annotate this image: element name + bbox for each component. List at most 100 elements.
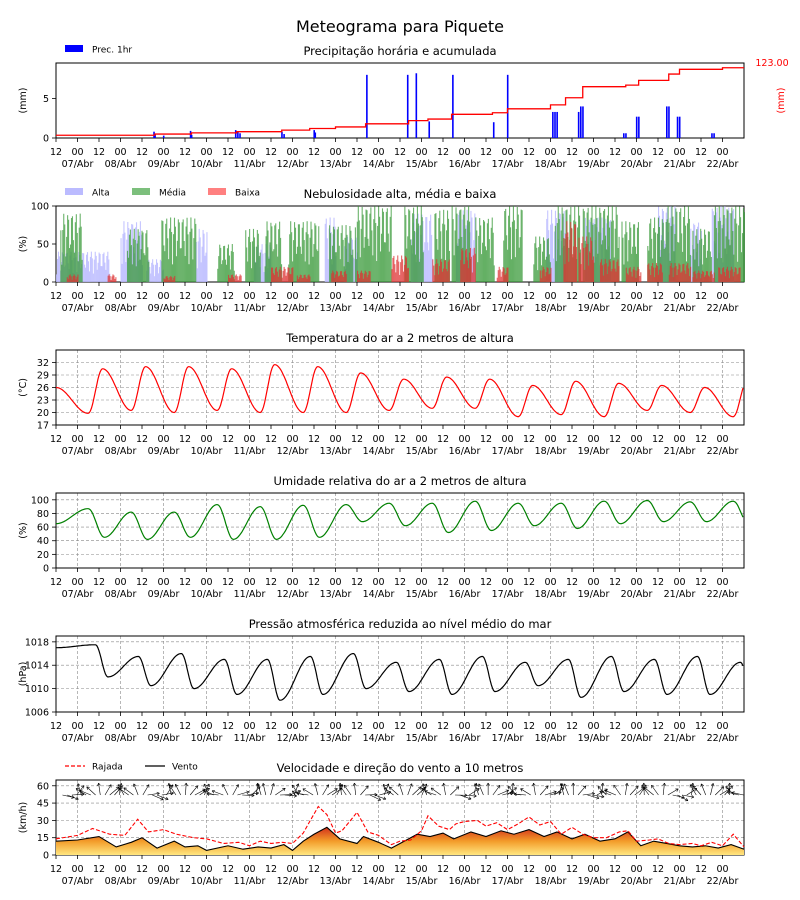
wind-arrow-head [203,783,207,788]
cloud-bar-baixa [572,254,574,282]
precip-bar [283,134,285,138]
cloud-bar-média [229,269,231,282]
x-hour-label: 00 [630,864,642,875]
cloud-bar-baixa [686,265,688,282]
cloud-bar-média [592,224,594,282]
x-hour-label: 00 [630,577,642,588]
wind-area [56,827,744,855]
cloud-bar-média [254,262,256,282]
cloud-bar-baixa [234,275,236,282]
wind-direction-arrow [651,785,659,796]
cloud-bar-média [264,266,266,282]
cloud-bar-média [245,230,247,282]
y-axis-label: (%) [18,522,29,538]
wind-direction-arrow [206,793,219,796]
cloud-bar-média [387,233,389,282]
cloud-bar-média [252,228,255,282]
x-hour-label: 00 [71,721,83,732]
cloud-bar-baixa [503,268,505,282]
cloud-bar-baixa [395,272,397,282]
cloud-bar-baixa [707,275,709,282]
wind-direction-arrow [714,786,724,796]
cloud-bar-baixa [647,264,649,282]
wind-arrow-head [334,788,338,792]
cloud-bar-baixa [610,271,612,282]
cloud-bar-média [167,238,169,282]
cloud-bar-baixa [673,267,675,282]
cloud-bar-baixa [692,277,694,282]
wind-direction-arrow [242,794,255,796]
y-tick-label: 100 [31,495,49,506]
x-day-label: 17/Abr [492,303,524,314]
cloud-bar-alta [96,269,98,282]
x-hour-label: 12 [437,721,449,732]
cloud-bar-baixa [338,275,341,282]
x-hour-label: 12 [394,147,406,158]
cloud-bar-alta [88,271,90,282]
cloud-bar-média [460,209,462,282]
wind-arrow-head [291,790,296,794]
cloud-bar-média [663,248,665,282]
precip-bar [666,106,668,138]
cloud-bar-média [128,234,130,282]
cloud-bar-média [594,224,596,282]
cloud-bar-baixa [689,276,691,282]
cloud-bar-alta [324,223,326,282]
cloud-bar-média [490,227,492,282]
cloud-bar-baixa [668,274,670,282]
cloud-bar-média [708,231,710,282]
cloud-bar-média [476,230,478,282]
cloud-bar-média [666,219,668,282]
x-hour-label: 00 [587,434,599,445]
cloud-bar-média [364,237,366,282]
cloud-bar-média [255,246,257,282]
cloud-bar-baixa [282,270,284,282]
cloud-bar-média [272,251,274,282]
cloud-bar-baixa [232,276,234,282]
cloud-bar-média [145,233,147,282]
x-day-label: 16/Abr [449,446,481,457]
cloud-bar-alta [122,233,124,282]
cloud-bar-baixa [704,275,707,282]
cloud-bar-média [722,206,724,282]
x-day-label: 10/Abr [191,446,223,457]
x-hour-label: 00 [372,291,384,302]
x-day-label: 19/Abr [578,303,610,314]
cloud-bar-baixa [639,275,641,282]
cloud-bar-alta [553,231,556,282]
wind-arrow-head [455,786,460,790]
cloud-bar-baixa [74,275,76,282]
x-day-label: 12/Abr [277,303,309,314]
y-tick-label: 0 [43,851,49,862]
cloud-bar-baixa [444,260,446,282]
x-hour-label: 00 [286,147,298,158]
wind-arrow-head [343,784,348,789]
cloud-bar-baixa [72,276,74,282]
cloud-bar-baixa [446,271,448,282]
wind-arrow-head [507,786,512,790]
panel-title: Velocidade e direção do vento a 10 metro… [277,761,524,775]
cloud-bar-baixa [638,268,640,282]
x-day-label: 11/Abr [234,589,266,600]
plot-frame [55,62,745,139]
cloud-bar-média [360,228,362,282]
cloud-bar-baixa [702,270,704,282]
cloud-bar-média [536,247,538,282]
cloud-bar-baixa [725,269,728,282]
cloud-bar-média [346,234,348,282]
cloud-bar-média [456,213,458,282]
cloud-bar-baixa [290,274,292,282]
cloud-bar-alta [92,273,94,282]
cloud-bar-média [595,206,597,282]
wind-arrow-head [409,783,413,787]
x-hour-label: 12 [351,721,363,732]
cloud-bar-média [248,236,250,282]
cloud-bar-média [699,239,701,282]
x-day-label: 15/Abr [406,159,438,170]
cloud-bar-baixa [723,267,725,282]
wind-direction-arrow [625,783,628,796]
cloud-bar-média [289,234,291,282]
cloud-bar-média [481,254,483,282]
plot-frame [55,635,745,713]
